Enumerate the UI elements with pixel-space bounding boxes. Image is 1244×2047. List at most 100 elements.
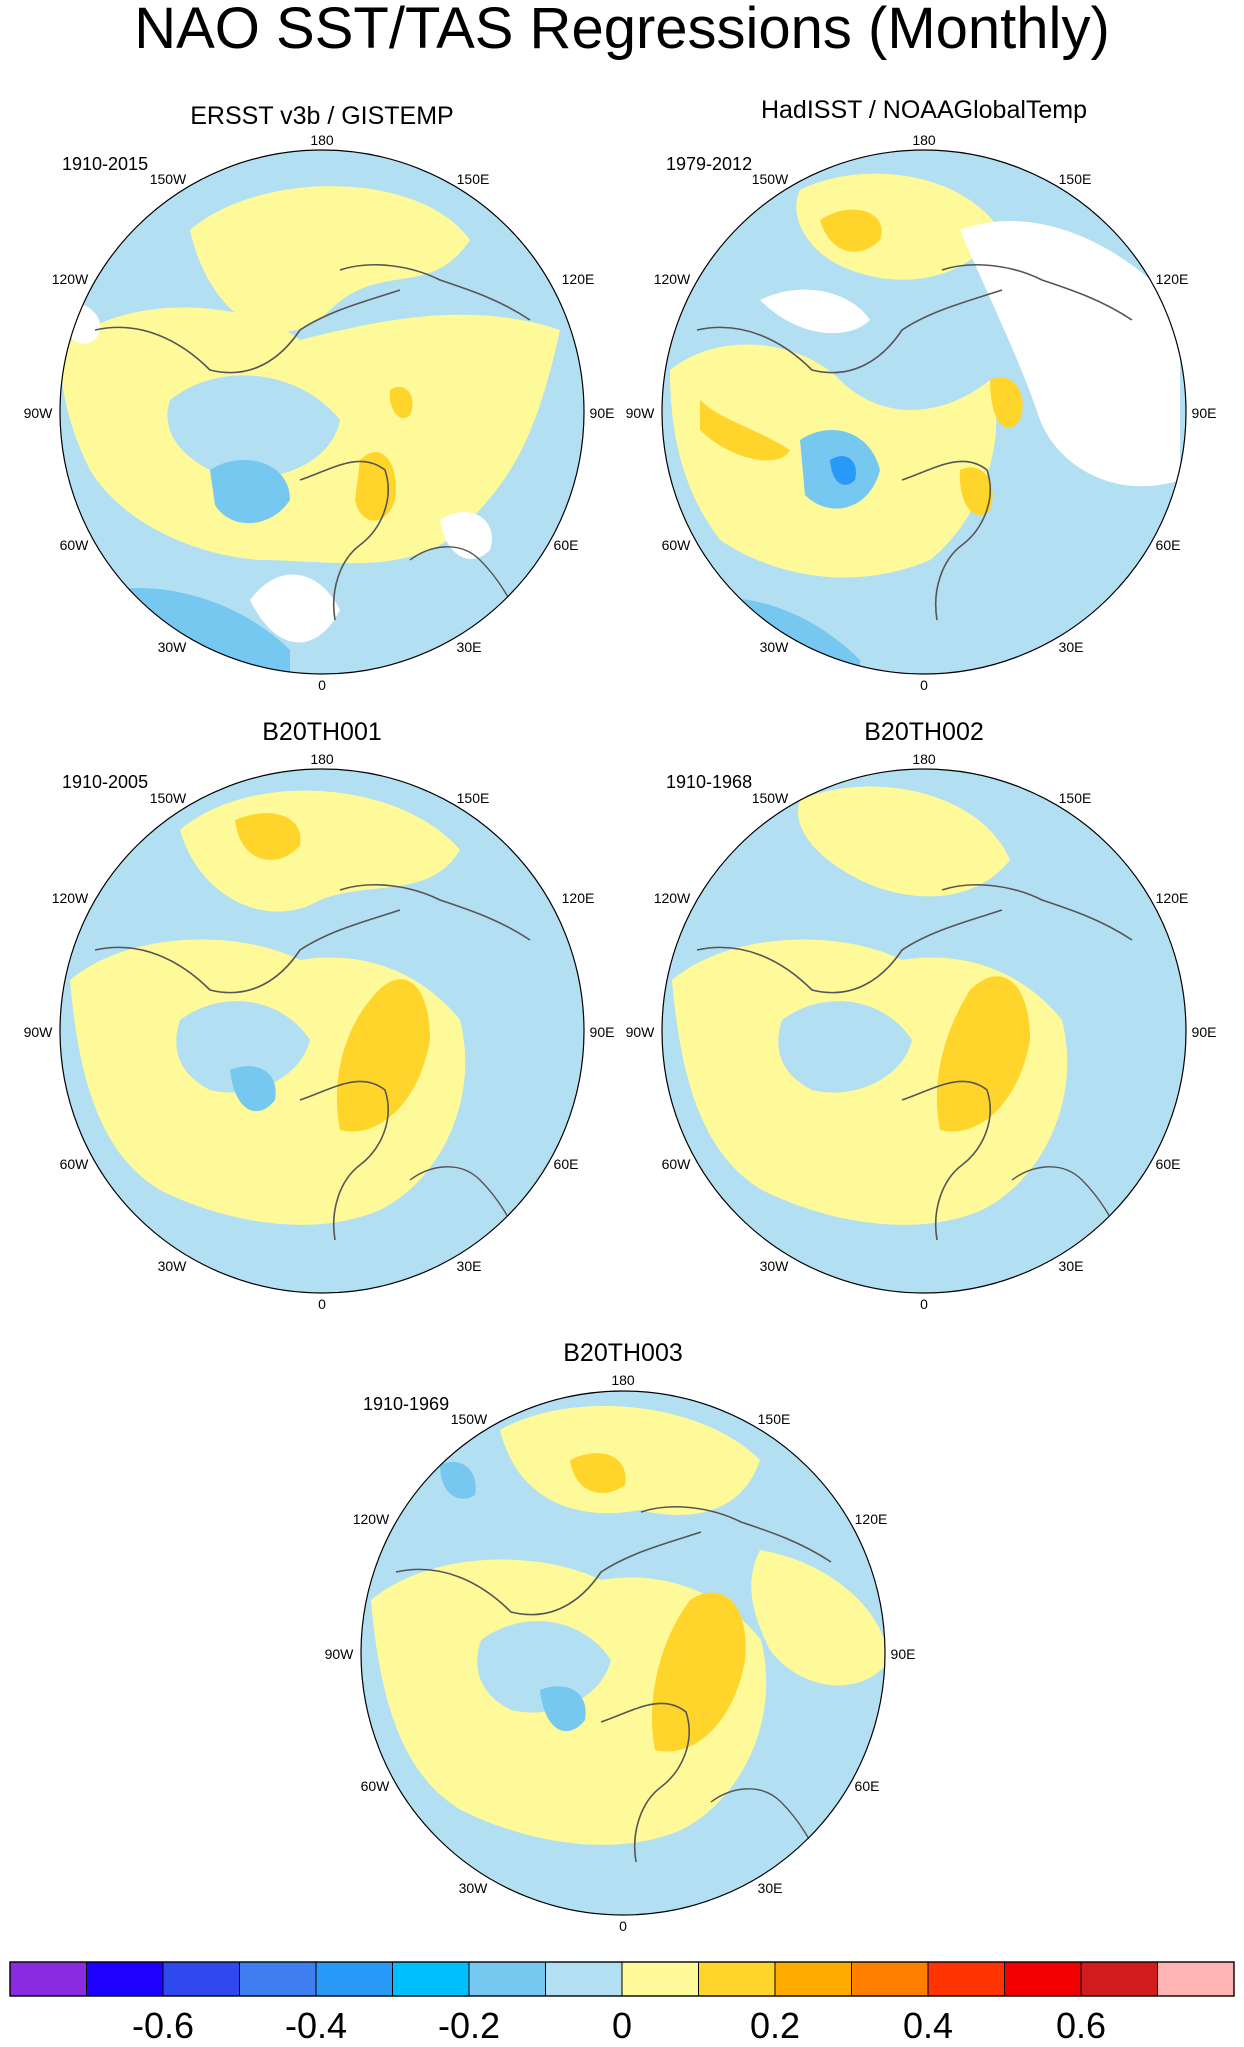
positive-anomaly-core [651, 1592, 746, 1752]
colorbar-swatch [9, 1961, 87, 1997]
colorbar-swatch [927, 1961, 1005, 1997]
negative-anomaly-core [440, 1461, 476, 1499]
negative-anomaly-core [230, 1066, 276, 1112]
lon-label: 90W [24, 405, 54, 421]
lon-label: 90E [590, 405, 615, 421]
positive-anomaly-band [500, 1406, 760, 1515]
colorbar-swatch [468, 1961, 546, 1997]
lon-label: 0 [318, 677, 326, 693]
panel-period: 1910-1968 [666, 772, 752, 792]
lon-label: 60E [855, 1778, 880, 1794]
lon-label: 30E [1059, 1258, 1084, 1274]
coastline [395, 1531, 702, 1616]
map-panel-b20th003: B20TH003 1910-1969 180 150E 120E 90E 60E… [325, 1339, 916, 1934]
colorbar-swatch [621, 1961, 699, 1997]
coastline [941, 264, 1133, 321]
lon-label: 90W [325, 1646, 355, 1662]
colorbar-swatch [162, 1961, 240, 1997]
lon-label: 60W [60, 537, 90, 553]
lon-label: 90E [1192, 1024, 1217, 1040]
map-panel-b20th002: B20TH002 1910-1968 180 150E 120E 90E 60E… [626, 718, 1217, 1312]
positive-anomaly-core [936, 976, 1030, 1132]
negative-anomaly-patch [477, 1621, 611, 1713]
lon-label: 150W [150, 790, 187, 806]
lon-label: 90E [891, 1646, 916, 1662]
lon-label: 60W [60, 1156, 90, 1172]
panel-period: 1979-2012 [666, 154, 752, 174]
panel-title: HadISST / NOAAGlobalTemp [761, 96, 1087, 124]
map-boundary [661, 768, 1187, 1294]
positive-anomaly-core [355, 452, 396, 521]
negative-anomaly-patch [778, 1001, 912, 1093]
map-boundary [59, 768, 585, 1294]
lon-label: 150E [1059, 171, 1092, 187]
lon-label: 150W [752, 171, 789, 187]
coastline [299, 1080, 389, 1241]
lon-label: 60W [662, 1156, 692, 1172]
colorbar-tick-label: -0.6 [132, 2005, 194, 2046]
negative-anomaly-patch [167, 375, 340, 478]
lon-label: 30E [457, 639, 482, 655]
panel-title: B20TH003 [563, 1339, 683, 1367]
colorbar-swatch [1004, 1961, 1082, 1997]
longitude-labels: 180 150E 120E 90E 60E 30E 0 30W 60W 90W … [325, 1372, 916, 1934]
lon-label: 120E [855, 1511, 888, 1527]
colorbar-swatch [1157, 1961, 1235, 1997]
positive-anomaly-core [700, 400, 790, 461]
map-boundary [360, 1390, 886, 1916]
map-boundary [59, 149, 585, 675]
lon-label: 0 [619, 1918, 627, 1934]
lon-label: 30W [158, 639, 188, 655]
negative-anomaly-core [210, 460, 290, 524]
panel-period: 1910-1969 [363, 1394, 449, 1414]
lon-label: 60E [554, 537, 579, 553]
colorbar-tick-label: -0.2 [438, 2005, 500, 2046]
coastline [339, 264, 531, 321]
positive-anomaly-core [990, 377, 1023, 428]
longitude-labels: 180 150E 120E 90E 60E 30E 0 30W 60W 90W … [626, 132, 1217, 693]
lon-label: 150W [451, 1411, 488, 1427]
lon-label: 0 [920, 677, 928, 693]
lon-label: 150W [752, 790, 789, 806]
lon-label: 0 [920, 1296, 928, 1312]
lon-label: 120W [52, 890, 89, 906]
lon-label: 60W [361, 1778, 391, 1794]
colorbar-swatch [698, 1961, 776, 1997]
lon-label: 90W [24, 1024, 54, 1040]
panel-title: B20TH002 [864, 718, 984, 746]
colorbar-swatch [392, 1961, 470, 1997]
colorbar-tick-label: 0.2 [750, 2005, 800, 2046]
map-boundary [661, 149, 1187, 675]
positive-anomaly-core [389, 386, 413, 419]
lon-label: 30W [760, 639, 790, 655]
lon-label: 120W [52, 271, 89, 287]
lon-label: 180 [310, 751, 334, 767]
coastline [94, 909, 401, 994]
missing-data-region [760, 289, 870, 334]
lon-label: 180 [912, 751, 936, 767]
coastline [901, 460, 991, 621]
panel-title: B20TH001 [262, 718, 382, 746]
panel-period: 1910-2015 [62, 154, 148, 174]
panel-period: 1910-2005 [62, 772, 148, 792]
map-panel-ersst-gistemp: ERSST v3b / GISTEMP 1910-2015 180 150E 1… [24, 102, 615, 693]
coastline [696, 289, 1003, 374]
positive-anomaly-band [796, 173, 1000, 280]
coastline [94, 289, 401, 374]
lon-label: 90W [626, 1024, 656, 1040]
colorbar-swatch [545, 1961, 623, 1997]
lon-label: 60E [1156, 537, 1181, 553]
lon-label: 120W [654, 890, 691, 906]
positive-anomaly-core [820, 209, 882, 252]
lon-label: 120W [654, 271, 691, 287]
colorbar-swatch [86, 1961, 164, 1997]
colorbar: -0.6 -0.4 -0.2 0 0.2 0.4 0.6 [9, 1961, 1235, 2046]
colorbar-tick-label: 0 [612, 2005, 632, 2046]
positive-anomaly-core [959, 467, 993, 516]
colorbar-swatch [1080, 1961, 1158, 1997]
longitude-labels: 180 150E 120E 90E 60E 30E 0 30W 60W 90W … [24, 132, 615, 693]
coastline [299, 460, 389, 621]
colorbar-swatch [851, 1961, 929, 1997]
lon-label: 120W [353, 1511, 390, 1527]
